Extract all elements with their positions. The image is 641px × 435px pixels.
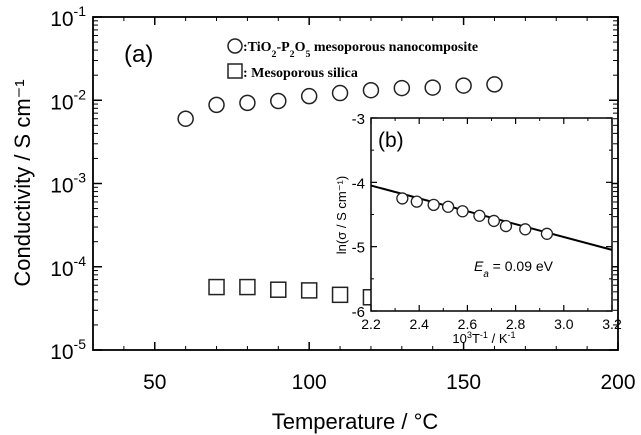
legend-label-tio2-p2o5: :TiO2-P2O5 mesoporous nanocomposite xyxy=(243,40,478,60)
inset-data-point xyxy=(499,219,513,233)
y-tick-label: 10-2 xyxy=(50,86,86,114)
data-point-square xyxy=(300,282,318,299)
data-point-circle xyxy=(239,94,256,112)
label-part: : Mesoporous silica xyxy=(243,66,358,81)
inset-data-point xyxy=(487,214,501,228)
x-tick-label: 50 xyxy=(143,371,166,394)
panel-label-b: (b) xyxy=(378,129,404,152)
label-part: -1 xyxy=(508,330,516,340)
label-part: -1 xyxy=(480,330,488,340)
label-part: O xyxy=(295,40,306,55)
inset-plot-frame xyxy=(370,117,613,312)
ea-symbol: E xyxy=(474,258,484,274)
y-tick-label: 10-4 xyxy=(50,253,86,281)
inset-y-tick-label: -5 xyxy=(352,240,365,257)
ea-value: = 0.09 eV xyxy=(489,258,554,274)
legend-label-mesoporous-silica: : Mesoporous silica xyxy=(243,66,358,81)
inset-x-tick-label: 2.6 xyxy=(458,316,478,332)
data-point-circle xyxy=(177,110,194,127)
inset-y-tick-label: -3 xyxy=(352,111,365,128)
activation-energy-annotation: Ea = 0.09 eV xyxy=(474,258,554,280)
x-tick-label: 150 xyxy=(446,371,481,394)
inset-ticks: 2.2 2.4 2.6 2.8 3.0 3.2 -6 -5 -4 -3 xyxy=(352,111,622,332)
label-part: 2 xyxy=(272,49,277,60)
data-point-circle xyxy=(208,96,225,114)
label-part: T xyxy=(472,331,480,346)
data-point-circle xyxy=(270,92,287,110)
y-tick-exponent: -5 xyxy=(74,336,87,352)
inset-x-tick-label: 2.8 xyxy=(506,316,526,332)
label-part: 10 xyxy=(452,331,466,346)
label-part: mesoporous nanocomposite xyxy=(310,40,478,55)
y-tick-exponent: -1 xyxy=(74,3,87,19)
x-tick-label: 100 xyxy=(292,371,327,394)
label-part: 2 xyxy=(290,49,295,60)
y-tick-base: 10 xyxy=(50,258,73,281)
data-point-circle xyxy=(331,84,349,102)
y-tick-base: 10 xyxy=(50,8,73,31)
y-tick-exponent: -2 xyxy=(74,86,87,102)
inset-x-tick-label: 2.2 xyxy=(361,316,381,332)
ea-subscript: a xyxy=(483,269,489,280)
panel-label-a: (a) xyxy=(124,41,153,68)
inset-data-point xyxy=(456,205,469,218)
data-point-circle xyxy=(486,76,503,93)
inset-x-axis-label: 103T-1 / K-1 xyxy=(452,330,515,346)
y-tick-exponent: -3 xyxy=(74,170,87,186)
inset-y-tick-label: -6 xyxy=(352,304,365,321)
data-point-circle xyxy=(424,79,441,96)
label-part: 3 xyxy=(467,330,472,340)
y-tick-base: 10 xyxy=(50,175,73,198)
data-point-square xyxy=(208,278,225,296)
inset-data-point xyxy=(473,209,486,222)
data-point-circle xyxy=(362,81,380,99)
inset-y-tick-label: -4 xyxy=(352,175,365,192)
y-tick-base: 10 xyxy=(50,341,73,364)
inset-data-point xyxy=(441,200,455,213)
inset-data-point xyxy=(519,223,532,236)
y-tick-label: 10-5 xyxy=(50,336,86,364)
data-point-circle xyxy=(393,79,411,97)
inset-x-tick-label: 3.0 xyxy=(554,316,574,332)
label-part: / K xyxy=(488,331,508,346)
inset-y-axis-label: ln(σ / S cm⁻¹) xyxy=(334,176,349,254)
inset-marks xyxy=(370,184,613,251)
inset-data-point xyxy=(396,192,409,205)
y-axis-label: Conductivity / S cm⁻¹ xyxy=(10,79,35,286)
legend: :TiO2-P2O5 mesoporous nanocomposite : Me… xyxy=(227,38,478,81)
y-tick-label: 10-3 xyxy=(50,170,86,198)
legend-marker-square xyxy=(227,63,243,79)
label-part: -P xyxy=(276,40,290,55)
label-part: 5 xyxy=(305,49,310,60)
data-point-square xyxy=(331,286,349,304)
data-point-circle xyxy=(300,87,318,105)
data-point-square xyxy=(239,278,256,296)
inset-x-tick-label: 2.4 xyxy=(409,316,429,332)
x-tick-label: 200 xyxy=(600,371,635,394)
inset-x-tick-label: 3.2 xyxy=(602,316,622,332)
inset-chart: 2.2 2.4 2.6 2.8 3.0 3.2 -6 -5 -4 -3 (b) ln(σ / S … xyxy=(334,111,622,346)
data-point-square xyxy=(270,281,287,298)
inset-data-point xyxy=(540,227,554,240)
data-point-circle xyxy=(455,77,472,94)
inset-data-point xyxy=(427,198,440,212)
x-axis-label: Temperature / °C xyxy=(272,409,439,434)
y-tick-exponent: -4 xyxy=(74,253,87,269)
legend-marker-circle xyxy=(227,38,243,54)
y-tick-base: 10 xyxy=(50,91,73,114)
y-tick-label: 10-1 xyxy=(50,3,86,31)
inset-data-point xyxy=(410,195,423,208)
label-part: :TiO xyxy=(243,40,272,55)
